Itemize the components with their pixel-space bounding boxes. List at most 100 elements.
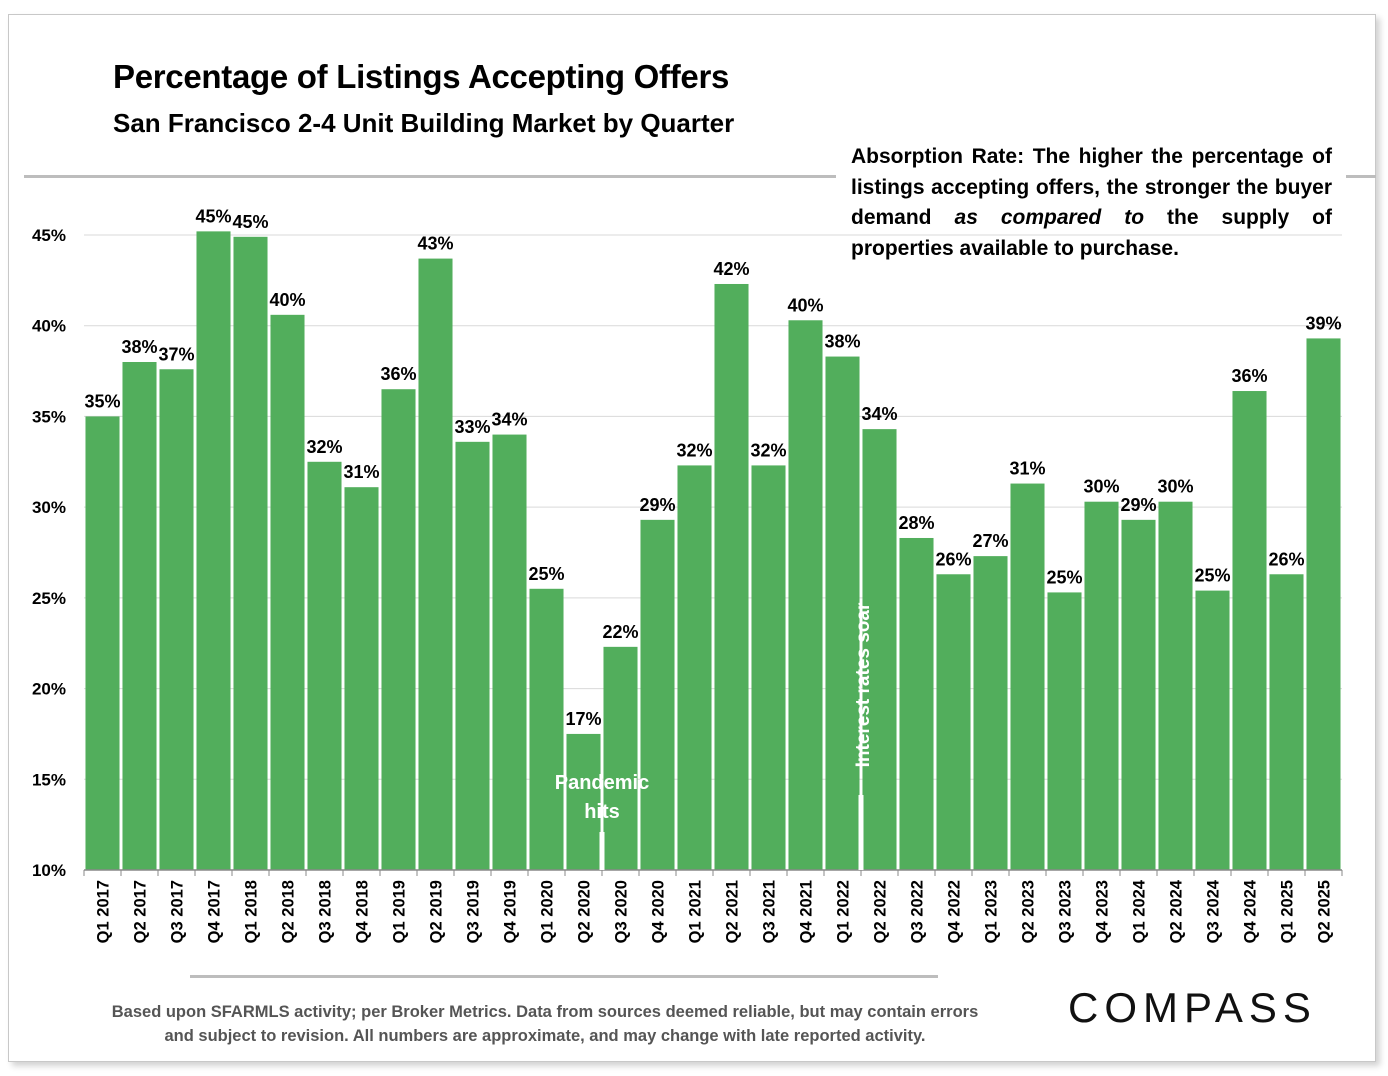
data-label: 29% [639, 495, 675, 515]
bar [788, 320, 823, 870]
bar [973, 556, 1008, 870]
bar [85, 416, 120, 870]
bar [1084, 501, 1119, 870]
data-label: 43% [417, 234, 453, 254]
data-label: 25% [528, 564, 564, 584]
data-label: 28% [898, 513, 934, 533]
bar [1232, 391, 1267, 870]
x-tick-label: Q4 2024 [1242, 879, 1260, 943]
bar [1195, 590, 1230, 870]
data-label: 34% [491, 410, 527, 430]
data-label: 30% [1083, 477, 1119, 497]
data-label: 40% [787, 295, 823, 315]
x-tick-label: Q4 2022 [946, 880, 964, 943]
bar [1269, 574, 1304, 870]
bar [936, 574, 971, 870]
x-tick-label: Q1 2024 [1131, 879, 1149, 943]
x-tick-label: Q2 2017 [132, 880, 150, 943]
note-text-2: the supply of properties available to pu… [851, 206, 1333, 260]
x-tick-label: Q1 2018 [243, 880, 261, 943]
x-tick-label: Q2 2020 [576, 880, 594, 943]
bar [1010, 483, 1045, 870]
x-tick-label: Q1 2023 [983, 880, 1001, 943]
y-tick-label: 10% [32, 861, 66, 880]
bar [751, 465, 786, 870]
bar [640, 519, 675, 870]
data-label: 40% [269, 290, 305, 310]
data-label: 35% [84, 391, 120, 411]
x-tick-label: Q1 2017 [95, 880, 113, 943]
bar [1306, 338, 1341, 870]
bar [714, 283, 749, 870]
y-tick-label: 20% [32, 680, 66, 699]
x-tick-label: Q4 2017 [206, 880, 224, 943]
bar [1158, 501, 1193, 870]
chart-subtitle: San Francisco 2-4 Unit Building Market b… [113, 108, 735, 138]
data-label: 39% [1305, 313, 1341, 333]
x-tick-label: Q4 2021 [798, 880, 816, 943]
data-label: 26% [1268, 549, 1304, 569]
x-tick-label: Q3 2017 [169, 880, 187, 943]
data-label: 31% [1009, 459, 1045, 479]
bar [603, 646, 638, 870]
chart-title: Percentage of Listings Accepting Offers [113, 58, 730, 95]
bar [492, 434, 527, 870]
x-tick-label: Q3 2024 [1205, 879, 1223, 943]
x-tick-label: Q1 2025 [1279, 880, 1297, 943]
bar [825, 356, 860, 870]
x-tick-label: Q4 2019 [502, 880, 520, 943]
bar [270, 314, 305, 870]
note-emphasis: as compared to [954, 206, 1145, 229]
data-label: 38% [121, 337, 157, 357]
annotation-pandemic: hits [584, 801, 620, 823]
x-tick-label: Q4 2023 [1094, 880, 1112, 943]
x-tick-label: Q3 2022 [909, 880, 927, 943]
x-tick-label: Q3 2023 [1057, 880, 1075, 943]
divider-top [24, 175, 836, 178]
bar [899, 537, 934, 870]
bar [1047, 592, 1082, 870]
x-tick-label: Q3 2019 [465, 880, 483, 943]
y-tick-label: 45% [32, 226, 66, 245]
bar [196, 231, 231, 870]
x-tick-label: Q1 2019 [391, 880, 409, 943]
data-label: 38% [824, 332, 860, 352]
x-tick-label: Q4 2020 [650, 880, 668, 943]
divider-top-right [1346, 175, 1376, 178]
data-label: 36% [380, 364, 416, 384]
bar [381, 389, 416, 870]
x-tick-label: Q2 2024 [1168, 879, 1186, 943]
x-tick-label: Q2 2022 [872, 880, 890, 943]
bar [233, 236, 268, 871]
y-tick-label: 40% [32, 317, 66, 336]
x-tick-label: Q1 2020 [539, 880, 557, 943]
y-tick-label: 35% [32, 407, 66, 426]
data-label: 32% [676, 440, 712, 460]
x-tick-label: Q2 2021 [724, 880, 742, 943]
absorption-note: Absorption Rate: The higher the percenta… [851, 142, 1332, 264]
data-label: 30% [1157, 477, 1193, 497]
data-label: 25% [1194, 566, 1230, 586]
data-label: 45% [232, 212, 268, 232]
data-label: 31% [343, 462, 379, 482]
divider-bottom [190, 975, 938, 978]
bar [418, 258, 453, 871]
data-label: 25% [1046, 567, 1082, 587]
data-label: 32% [750, 440, 786, 460]
data-label: 33% [454, 417, 490, 437]
bar [677, 465, 712, 870]
x-tick-label: Q3 2020 [613, 880, 631, 943]
data-label: 27% [972, 531, 1008, 551]
y-tick-label: 25% [32, 589, 66, 608]
annotation-pandemic: Pandemic [555, 772, 649, 794]
data-label: 34% [861, 404, 897, 424]
data-label: 26% [935, 549, 971, 569]
bar [307, 461, 342, 870]
data-label: 22% [602, 622, 638, 642]
note-text-1: Absorption Rate: The higher the percenta… [851, 145, 1332, 229]
bar [455, 441, 490, 870]
bar [122, 362, 157, 870]
data-label: 36% [1231, 366, 1267, 386]
bar [159, 369, 194, 870]
